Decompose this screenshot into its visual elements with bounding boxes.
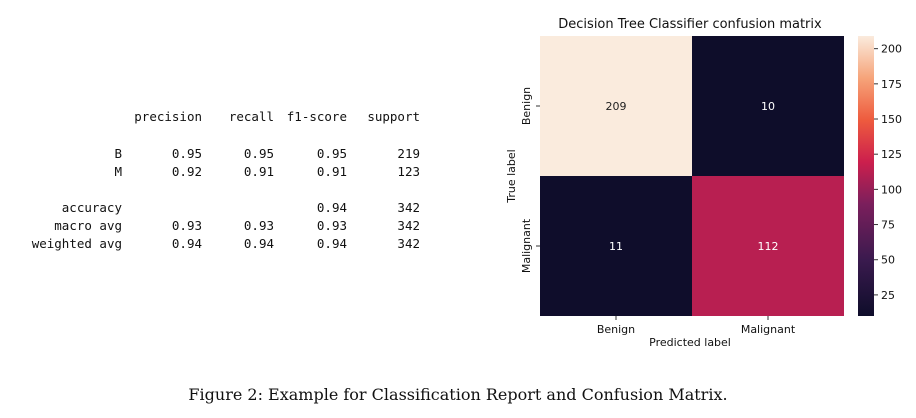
y-tick-label: Benign — [520, 87, 533, 125]
report-row-label: macro avg — [54, 218, 122, 233]
y-tick-label: Malignant — [520, 218, 533, 273]
colorbar-tick-label: 25 — [881, 289, 895, 302]
chart-title: Decision Tree Classifier confusion matri… — [558, 17, 822, 32]
report-row-label: accuracy — [61, 200, 122, 215]
report-cell-f1: 0.94 — [316, 236, 347, 251]
colorbar-tick-label: 200 — [881, 43, 902, 56]
report-cell-support: 219 — [397, 146, 420, 161]
colorbar-tick-label: 125 — [881, 148, 902, 161]
report-cell-recall: 0.93 — [243, 218, 274, 233]
report-cell-support: 123 — [397, 164, 420, 179]
report-cell-precision: 0.92 — [171, 164, 202, 179]
heatmap-cell-label: 11 — [609, 240, 623, 253]
report-cell-precision: 0.94 — [171, 236, 202, 251]
x-tick-label: Benign — [597, 323, 635, 336]
report-row-label: weighted avg — [31, 236, 122, 251]
report-header: f1-score — [286, 109, 347, 124]
heatmap-cell — [692, 176, 844, 316]
report-cell-precision: 0.95 — [171, 146, 202, 161]
classification-report: precision recall f1-score support B 0.95 0.95 0… — [0, 0, 480, 330]
report-cell-precision: 0.93 — [171, 218, 202, 233]
report-header: recall — [228, 109, 274, 124]
colorbar-tick-label: 75 — [881, 219, 895, 232]
heatmap-cell — [540, 36, 692, 176]
report-cell-support: 342 — [397, 236, 420, 251]
heatmap-cell — [692, 36, 844, 176]
heatmap-cell-label: 209 — [606, 100, 627, 113]
report-cell-f1: 0.91 — [316, 164, 347, 179]
heatmap-cell — [540, 176, 692, 316]
colorbar-tick-label: 175 — [881, 78, 902, 91]
report-cell-f1: 0.95 — [316, 146, 347, 161]
x-tick-label: Malignant — [741, 323, 796, 336]
heatmap-cell-label: 112 — [758, 240, 779, 253]
report-cell-f1: 0.94 — [316, 200, 347, 215]
colorbar-tick-label: 100 — [881, 183, 902, 196]
colorbar-tick-label: 50 — [881, 254, 895, 267]
x-axis-label: Predicted label — [649, 336, 731, 349]
report-header: precision — [134, 109, 202, 124]
report-cell-support: 342 — [397, 218, 420, 233]
colorbar-tick-label: 150 — [881, 113, 902, 126]
y-axis-label: True label — [505, 149, 518, 203]
report-header: support — [367, 109, 420, 124]
report-cell-support: 342 — [397, 200, 420, 215]
report-cell-recall: 0.94 — [243, 236, 274, 251]
report-cell-f1: 0.93 — [316, 218, 347, 233]
heatmap-cell-label: 10 — [761, 100, 775, 113]
confusion-matrix-chart: Decision Tree Classifier confusion matri… — [505, 17, 902, 349]
report-cell-recall: 0.91 — [243, 164, 274, 179]
colorbar — [858, 36, 874, 316]
report-row-label: B — [114, 146, 122, 161]
report-cell-recall: 0.95 — [243, 146, 274, 161]
figure-caption: Figure 2: Example for Classification Rep… — [188, 385, 728, 404]
report-row-label: M — [114, 164, 122, 179]
